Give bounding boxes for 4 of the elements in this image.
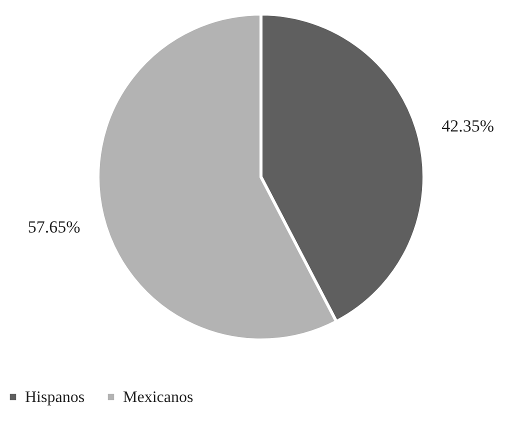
legend-label: Mexicanos — [123, 389, 194, 406]
data-label: 42.35% — [442, 116, 494, 136]
data-label: 57.65% — [28, 218, 80, 237]
legend-label: Hispanos — [25, 389, 85, 406]
